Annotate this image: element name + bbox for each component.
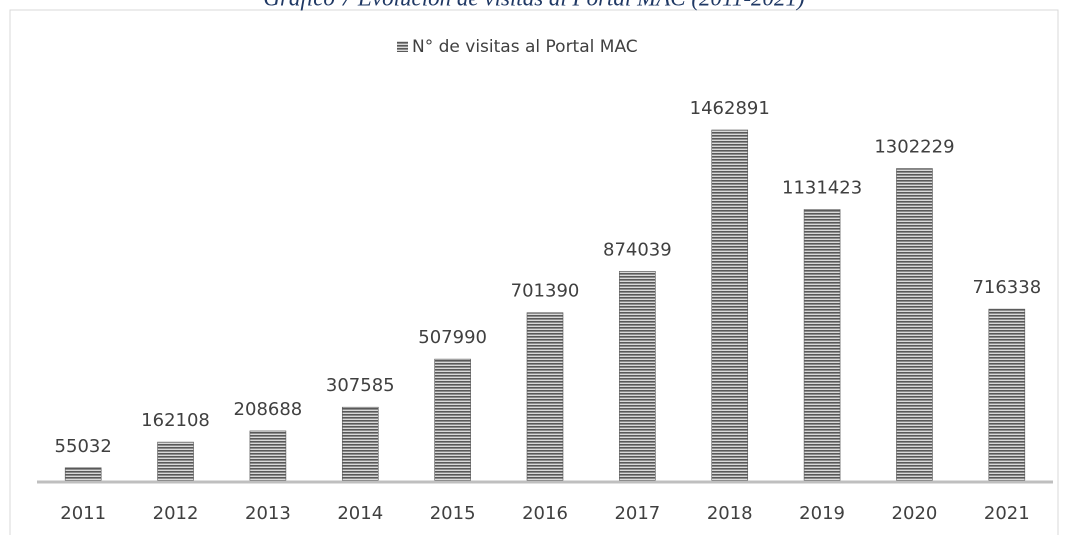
value-label: 874039 <box>603 239 672 260</box>
bar <box>157 441 194 482</box>
chart-title: Gráfico 7 Evolución de visitas al Portal… <box>263 0 804 10</box>
x-tick-label: 2012 <box>153 503 199 524</box>
x-tick-label: 2019 <box>799 503 845 524</box>
value-label: 162108 <box>141 410 210 431</box>
value-label: 1302229 <box>874 137 954 158</box>
value-label: 507990 <box>418 327 487 348</box>
bar <box>526 312 564 482</box>
value-label: 716338 <box>972 277 1041 298</box>
x-tick-label: 2013 <box>245 503 291 524</box>
x-tick-label: 2016 <box>522 503 568 524</box>
bar <box>619 270 656 482</box>
value-label: 701390 <box>511 281 580 302</box>
value-label: 1131423 <box>782 178 862 199</box>
x-tick-label: 2011 <box>60 503 106 524</box>
bar <box>64 467 102 482</box>
x-tick-label: 2017 <box>614 503 660 524</box>
value-label: 208688 <box>234 399 303 420</box>
x-tick-label: 2018 <box>707 503 753 524</box>
bar <box>434 358 471 482</box>
value-label: 55032 <box>55 436 112 457</box>
x-tick-label: 2014 <box>337 503 383 524</box>
x-tick-label: 2015 <box>430 503 476 524</box>
bar <box>711 129 749 482</box>
value-label: 1462891 <box>690 98 770 119</box>
value-label: 307585 <box>326 375 395 396</box>
x-tick-label: 2020 <box>892 503 938 524</box>
bar <box>803 209 841 482</box>
bar <box>341 406 379 482</box>
bar <box>988 308 1026 482</box>
legend-swatch <box>397 41 408 52</box>
bar <box>249 430 287 482</box>
x-tick-label: 2021 <box>984 503 1030 524</box>
bar <box>896 168 933 482</box>
legend-label: N° de visitas al Portal MAC <box>412 37 638 57</box>
chart-frame <box>9 9 1059 535</box>
